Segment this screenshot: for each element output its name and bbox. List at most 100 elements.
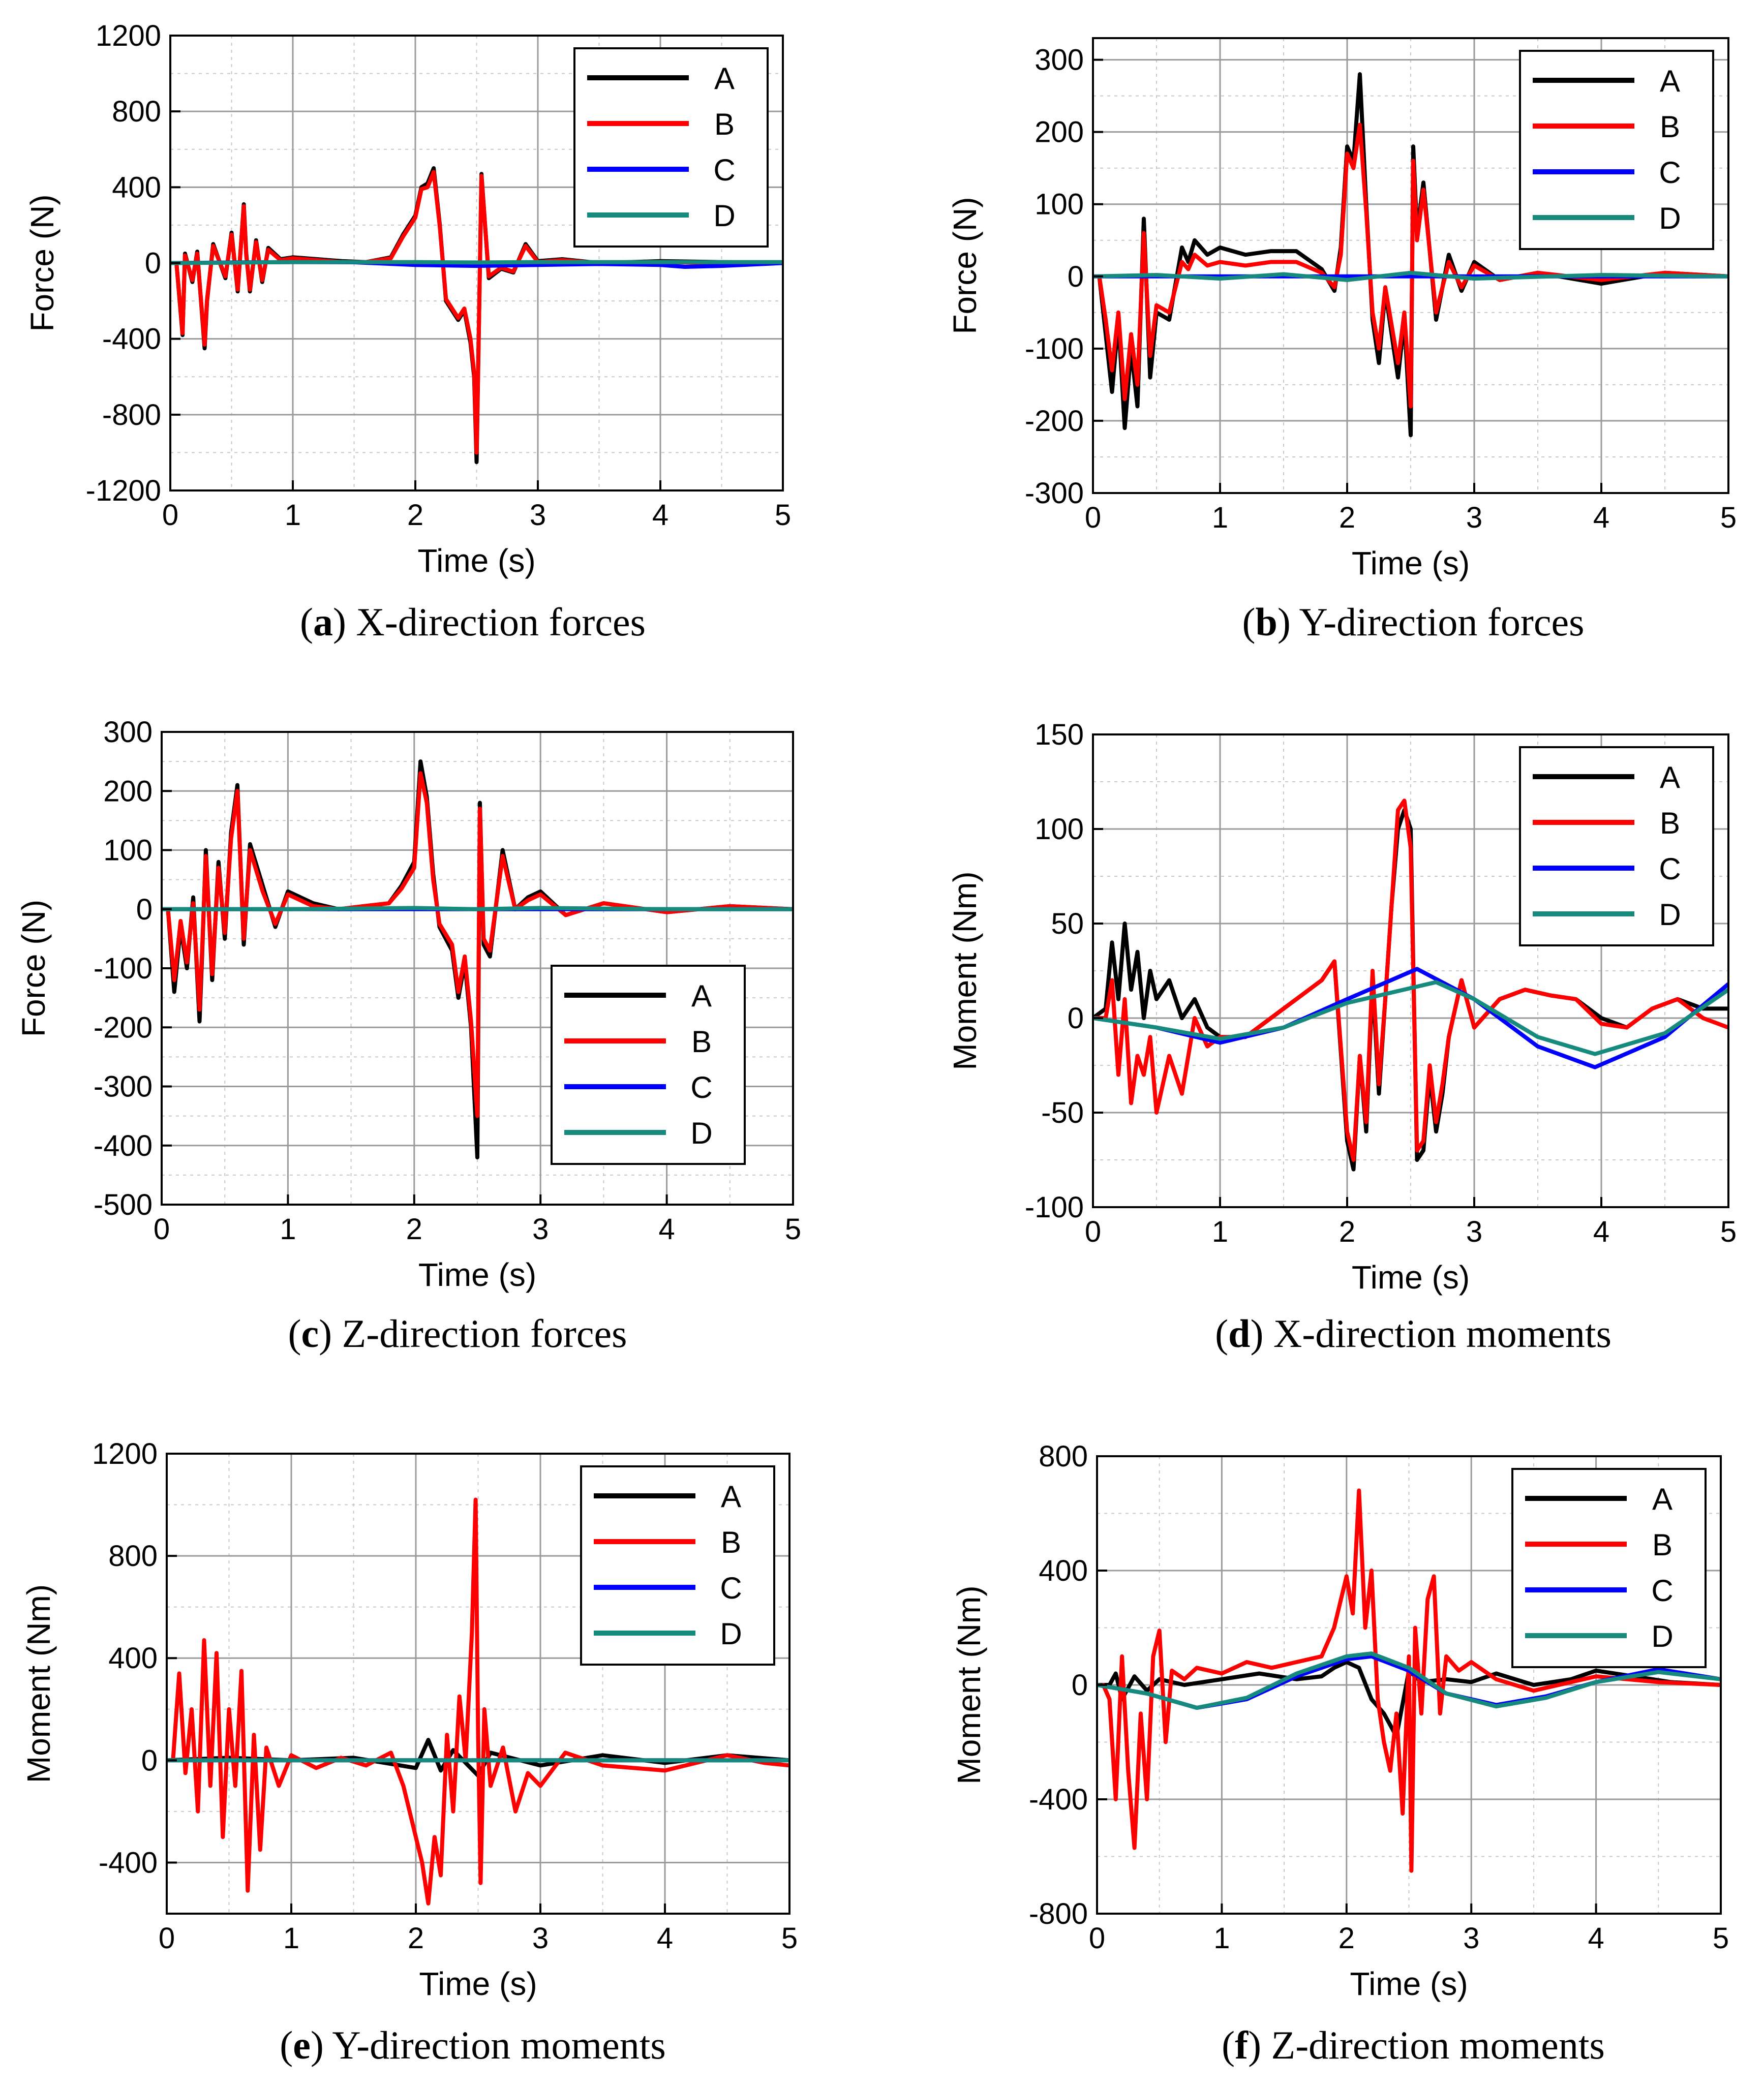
x-tick-label: 4 <box>657 1922 673 1955</box>
x-tick-label: 3 <box>530 499 546 532</box>
series-group <box>1093 799 1728 1172</box>
x-tick-label: 5 <box>781 1922 798 1955</box>
panel-caption: (a) X-direction forces <box>300 600 646 644</box>
caption-letter: f <box>1235 2023 1249 2067</box>
x-tick-label: 2 <box>406 1213 422 1246</box>
caption-letter: c <box>301 1311 319 1356</box>
legend-label-C: C <box>1659 852 1681 886</box>
y-tick-label: 800 <box>112 95 161 128</box>
x-tick-label: 1 <box>1212 1215 1228 1248</box>
legend-label-C: C <box>690 1070 712 1104</box>
y-tick-label: 0 <box>1072 1669 1088 1702</box>
y-tick-label: 100 <box>1035 188 1084 221</box>
plot-frame <box>1092 733 1729 1208</box>
series-line-D <box>1097 1651 1721 1710</box>
y-tick-label: 400 <box>112 171 161 204</box>
x-tick-label: 4 <box>1588 1922 1604 1955</box>
series-group <box>167 1497 789 1906</box>
y-tick-label: -50 <box>1041 1096 1084 1129</box>
legend-label-D: D <box>1659 201 1681 235</box>
legend-label-D: D <box>1659 898 1681 932</box>
y-tick-label: 200 <box>1035 116 1084 149</box>
y-tick-label: 0 <box>145 247 161 280</box>
series-line-B <box>1093 799 1728 1162</box>
x-tick-label: 2 <box>1339 501 1355 534</box>
panel-c: 0 1 2 3 4 5 -500 -400 -300 -200 -100 0 100 200 300 Time… <box>15 716 801 1356</box>
series-line-A <box>1097 1660 1721 1739</box>
y-axis-title: Force (N) <box>15 900 52 1037</box>
x-tick-label: 5 <box>1720 1215 1737 1248</box>
y-tick-label: -800 <box>1029 1897 1088 1930</box>
x-tick-label: 1 <box>283 1922 299 1955</box>
y-tick-label: -400 <box>1029 1783 1088 1816</box>
series-line-D <box>162 906 793 911</box>
caption-letter: d <box>1228 1311 1250 1356</box>
series-line-B <box>166 771 793 1118</box>
x-tick-label: 2 <box>407 499 423 532</box>
legend-label-B: B <box>714 107 735 141</box>
legend-label-D: D <box>720 1617 742 1651</box>
x-tick-label: 1 <box>280 1213 296 1246</box>
y-tick-label: -200 <box>1025 405 1084 438</box>
legend-label-C: C <box>713 153 735 187</box>
x-tick-label: 3 <box>1466 501 1482 534</box>
legend-label-B: B <box>721 1525 741 1559</box>
x-tick-label: 1 <box>285 499 301 532</box>
panel-caption: (b) Y-direction forces <box>1242 600 1585 644</box>
series-line-C <box>1093 967 1728 1069</box>
y-tick-label: 0 <box>1068 260 1084 293</box>
y-tick-label: -300 <box>1025 477 1084 510</box>
plot-frame <box>1092 37 1729 494</box>
y-tick-label: 0 <box>136 893 153 926</box>
series-line-D <box>170 260 783 265</box>
series-line-B <box>1101 1488 1721 1873</box>
x-tick-label: 3 <box>1463 1922 1479 1955</box>
y-tick-label: -400 <box>99 1846 158 1879</box>
y-tick-label: -100 <box>1025 1191 1084 1224</box>
panel-caption: (c) Z-direction forces <box>288 1311 627 1356</box>
legend-label-D: D <box>690 1116 712 1150</box>
x-axis-title: Time (s) <box>1352 1259 1470 1296</box>
y-tick-label: 200 <box>103 775 153 808</box>
legend-label-A: A <box>1660 760 1680 794</box>
y-tick-label: -500 <box>94 1188 153 1221</box>
x-axis-title: Time (s) <box>418 1256 536 1293</box>
y-tick-label: 300 <box>103 716 153 749</box>
series-line-B <box>1097 122 1728 409</box>
series-group <box>162 759 793 1159</box>
x-tick-label: 4 <box>1593 1215 1609 1248</box>
x-tick-label: 5 <box>1720 501 1737 534</box>
legend-label-A: A <box>691 979 712 1013</box>
x-tick-label: 3 <box>532 1922 549 1955</box>
y-axis-title: Moment (Nm) <box>947 871 983 1070</box>
x-tick-label: 2 <box>408 1922 424 1955</box>
legend-label-A: A <box>721 1480 741 1514</box>
x-tick-label: 2 <box>1339 1215 1355 1248</box>
y-tick-label: 50 <box>1051 907 1084 940</box>
x-tick-label: 0 <box>1085 501 1101 534</box>
legend-label-C: C <box>1659 156 1681 190</box>
y-tick-label: 100 <box>1035 813 1084 846</box>
y-tick-label: -200 <box>94 1011 153 1044</box>
x-tick-label: 0 <box>1085 1215 1101 1248</box>
y-tick-label: 0 <box>141 1744 158 1777</box>
series-group <box>1097 1488 1721 1873</box>
x-tick-label: 0 <box>1089 1922 1105 1955</box>
panel-caption: (e) Y-direction moments <box>280 2023 666 2067</box>
x-tick-label: 1 <box>1213 1922 1230 1955</box>
legend-label-C: C <box>1651 1574 1673 1608</box>
y-tick-label: 300 <box>1035 44 1084 77</box>
y-axis-title: Force (N) <box>947 197 983 334</box>
series-line-B <box>171 1497 789 1906</box>
x-tick-label: 5 <box>785 1213 801 1246</box>
x-tick-label: 4 <box>1593 501 1609 534</box>
y-tick-label: 100 <box>103 834 153 867</box>
x-axis-title: Time (s) <box>1352 545 1470 581</box>
x-tick-label: 4 <box>652 499 668 532</box>
panel-e: 0 1 2 3 4 5 -400 0 400 800 1200 Time (s) Moment (Nm)… <box>20 1437 798 2067</box>
